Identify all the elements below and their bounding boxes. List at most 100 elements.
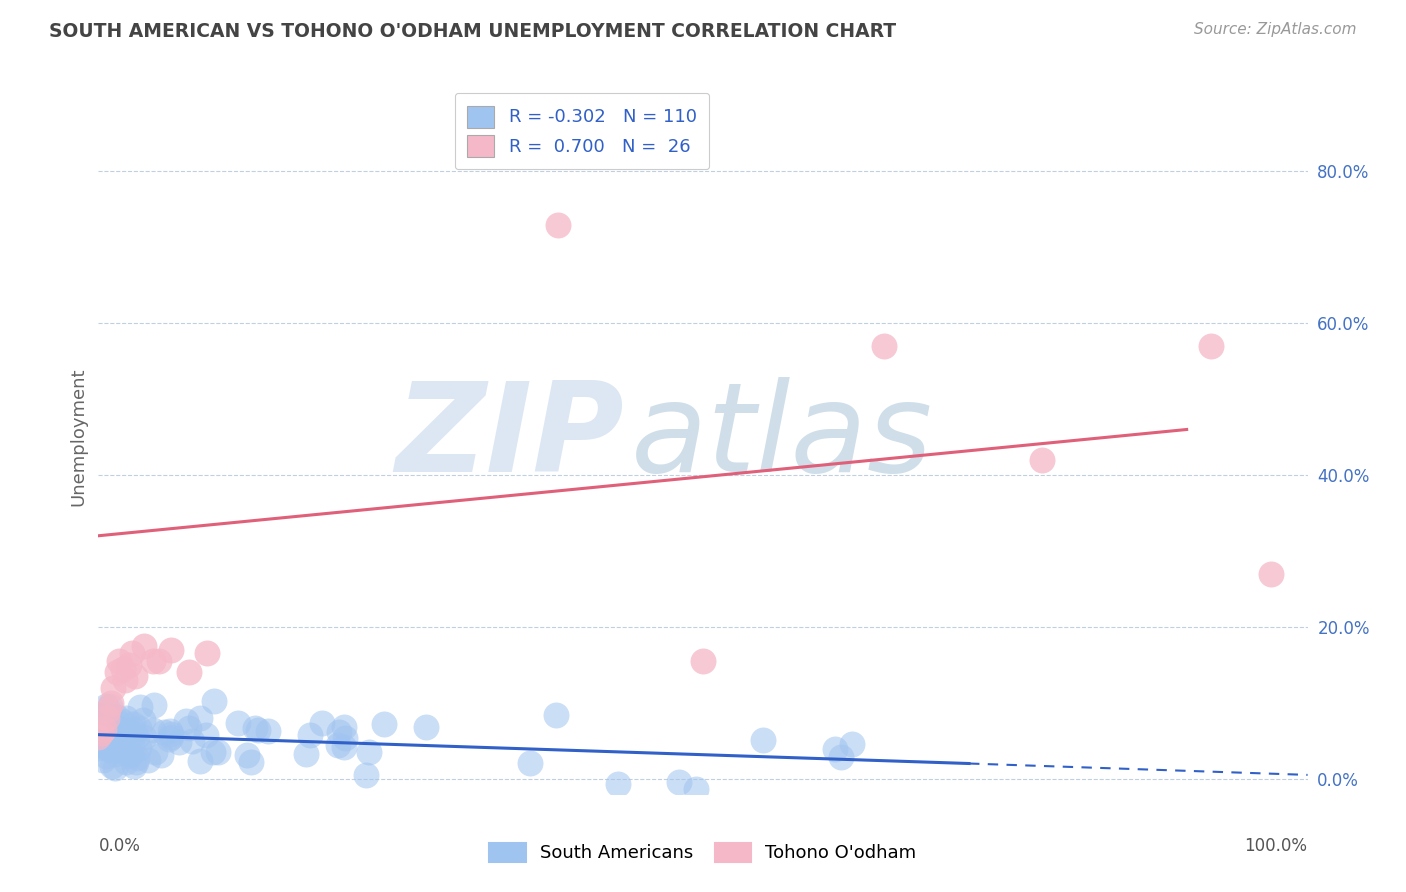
Point	[125, 751, 148, 765]
Text: atlas: atlas	[630, 376, 932, 498]
Point	[179, 665, 201, 680]
Point	[105, 709, 128, 723]
Point	[157, 731, 180, 746]
Point	[101, 720, 124, 734]
Point	[112, 739, 135, 753]
Point	[1031, 453, 1053, 467]
Point	[145, 745, 167, 759]
Point	[830, 750, 852, 764]
Point	[91, 753, 114, 767]
Point	[236, 748, 259, 763]
Point	[115, 711, 138, 725]
Point	[105, 727, 128, 741]
Y-axis label: Unemployment: Unemployment	[69, 368, 87, 507]
Point	[607, 777, 630, 791]
Text: 100.0%: 100.0%	[1244, 837, 1308, 855]
Point	[110, 728, 132, 742]
Point	[110, 737, 132, 751]
Point	[97, 734, 120, 748]
Point	[335, 731, 357, 745]
Point	[299, 728, 322, 742]
Point	[121, 735, 143, 749]
Point	[108, 722, 131, 736]
Point	[121, 723, 143, 737]
Text: 0.0%: 0.0%	[98, 837, 141, 855]
Point	[128, 740, 150, 755]
Point	[90, 736, 112, 750]
Point	[111, 725, 134, 739]
Point	[131, 713, 153, 727]
Point	[188, 754, 211, 768]
Point	[104, 747, 127, 761]
Point	[98, 699, 121, 714]
Point	[101, 758, 124, 772]
Legend: South Americans, Tohono O'odham: South Americans, Tohono O'odham	[482, 836, 924, 870]
Point	[118, 657, 141, 672]
Point	[97, 742, 120, 756]
Point	[1260, 566, 1282, 581]
Point	[89, 709, 111, 723]
Point	[98, 720, 121, 734]
Point	[841, 737, 863, 751]
Point	[89, 737, 111, 751]
Point	[415, 721, 437, 735]
Point	[101, 681, 124, 695]
Point	[547, 218, 569, 232]
Point	[160, 642, 183, 657]
Point	[195, 647, 218, 661]
Point	[122, 717, 145, 731]
Point	[311, 716, 333, 731]
Point	[373, 716, 395, 731]
Point	[108, 654, 131, 668]
Point	[100, 696, 122, 710]
Point	[94, 717, 117, 731]
Point	[295, 747, 318, 761]
Text: Source: ZipAtlas.com: Source: ZipAtlas.com	[1194, 22, 1357, 37]
Point	[101, 730, 124, 744]
Point	[96, 748, 118, 763]
Point	[177, 721, 200, 735]
Point	[333, 720, 356, 734]
Point	[100, 724, 122, 739]
Point	[333, 740, 356, 755]
Point	[169, 735, 191, 749]
Point	[152, 725, 174, 739]
Point	[111, 662, 134, 676]
Point	[685, 781, 707, 796]
Point	[328, 724, 350, 739]
Point	[159, 723, 181, 738]
Point	[326, 738, 349, 752]
Point	[544, 708, 567, 723]
Point	[174, 714, 197, 729]
Point	[127, 730, 149, 744]
Point	[692, 654, 714, 668]
Point	[98, 723, 121, 738]
Point	[91, 735, 114, 749]
Point	[143, 698, 166, 713]
Point	[122, 727, 145, 741]
Point	[108, 726, 131, 740]
Point	[96, 711, 118, 725]
Point	[202, 694, 225, 708]
Point	[93, 723, 115, 737]
Point	[354, 767, 377, 781]
Point	[873, 339, 896, 353]
Point	[103, 761, 125, 775]
Point	[87, 741, 110, 756]
Point	[195, 728, 218, 742]
Point	[87, 730, 110, 744]
Point	[519, 756, 541, 770]
Point	[134, 731, 156, 745]
Point	[125, 755, 148, 769]
Point	[148, 654, 170, 668]
Point	[101, 720, 124, 734]
Point	[97, 704, 120, 718]
Point	[111, 714, 134, 728]
Point	[105, 737, 128, 751]
Point	[239, 755, 262, 769]
Point	[201, 745, 224, 759]
Point	[90, 732, 112, 747]
Point	[107, 742, 129, 756]
Point	[226, 716, 249, 731]
Point	[105, 736, 128, 750]
